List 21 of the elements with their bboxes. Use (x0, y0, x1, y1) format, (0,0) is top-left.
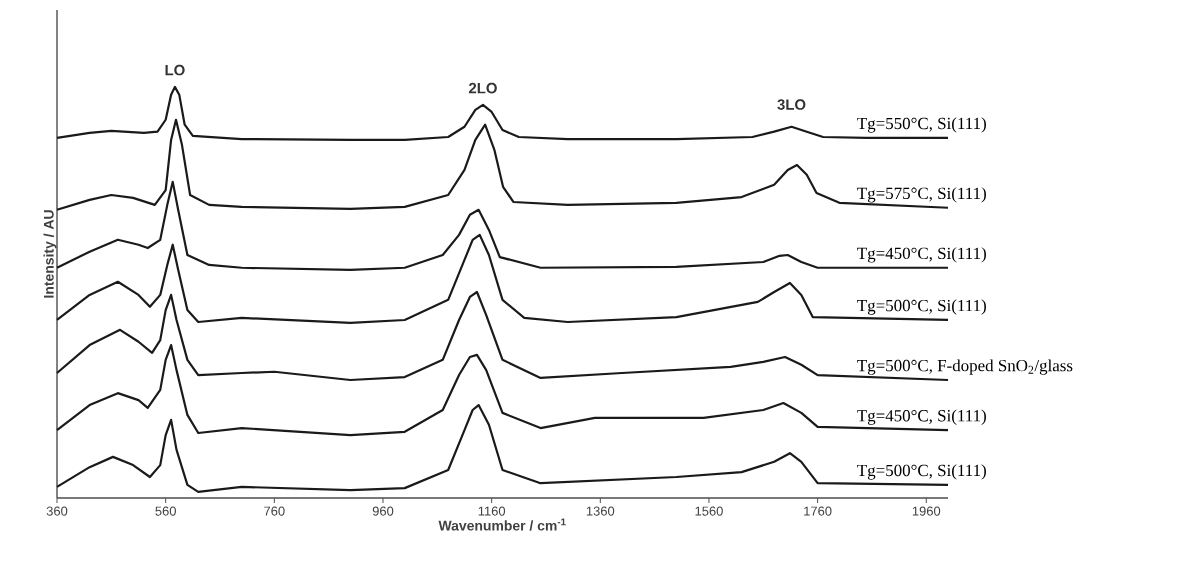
x-tick-label: 760 (264, 506, 285, 516)
series-label: Tg=450°C, Si(111) (857, 247, 986, 263)
series-label: Tg=550°C, Si(111) (857, 117, 986, 133)
x-tick-label: 1560 (695, 506, 723, 516)
x-tick-label: 1960 (912, 506, 941, 516)
x-tick-label: 1760 (804, 506, 832, 516)
annotation: 3LO (777, 99, 806, 110)
x-tick-label: 1360 (586, 506, 615, 516)
x-tick-label: 560 (155, 506, 176, 516)
series-label: Tg=450°C, Si(111) (857, 409, 986, 425)
x-tick-label: 360 (46, 506, 68, 516)
x-tick-label: 1160 (478, 506, 506, 516)
series-label: Tg=500°C, F-doped SnO$_{2}$/glass (857, 359, 1073, 375)
y-axis-title: Intensity / AU (43, 210, 57, 298)
annotation: LO (165, 64, 185, 76)
x-tick-label: 960 (372, 506, 394, 516)
annotation: 2LO (468, 82, 497, 94)
series-label: Tg=500°C, Si(111) (857, 464, 986, 480)
x-axis-title: Wavenumber / cm$^{-1}$ (438, 518, 566, 531)
series-label: Tg=575°C, Si(111) (857, 187, 986, 203)
series-label: Tg=500°C, Si(111) (857, 299, 986, 315)
